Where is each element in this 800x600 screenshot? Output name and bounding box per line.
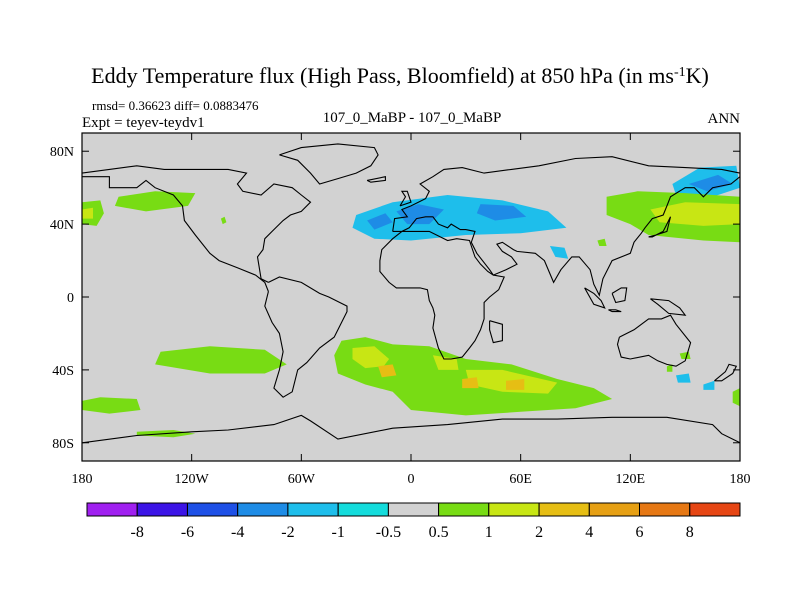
chart-title: Eddy Temperature flux (High Pass, Bloomf… (91, 63, 709, 88)
region-yellow-west-edge (82, 207, 93, 219)
region-blue-core-1 (396, 204, 444, 225)
y-tick-label: 40N (50, 218, 74, 233)
coastline-8 (616, 314, 692, 367)
colorbar: -8 -6 -4 -2 -1 -0.5 0.5 1 2 4 6 8 (86, 502, 741, 541)
colorbar-label: 4 (585, 524, 593, 541)
coastline-1 (264, 276, 348, 398)
coastline-5 (392, 176, 740, 297)
coastline-13 (611, 287, 628, 304)
y-tick-label: 0 (67, 291, 74, 306)
colorbar-swatch (187, 502, 239, 517)
region-blue-arctic (688, 174, 733, 192)
coastline-16 (399, 190, 412, 207)
coastline-7 (489, 320, 503, 344)
region-cyan-south-pacific (676, 373, 691, 383)
colorbar-label: -6 (181, 524, 194, 541)
region-blue-core-3 (367, 213, 393, 230)
region-yellow-south-1 (352, 346, 390, 369)
coastline-9 (714, 363, 738, 382)
colorbar-swatch (287, 502, 339, 517)
expt-label: Expt = teyev-teydv1 (82, 115, 205, 131)
coastline-10 (82, 414, 740, 444)
colorbar-label: 0.5 (429, 524, 449, 541)
region-yellow-north-pacific (650, 202, 740, 226)
colorbar-label: -2 (281, 524, 294, 541)
colorbar-swatch (86, 502, 138, 517)
colorbar-label: -8 (131, 524, 144, 541)
coastline-3 (279, 143, 379, 185)
x-tick-label: 120W (175, 472, 210, 487)
region-orange-south-1 (378, 364, 397, 378)
colorbar-label: -4 (231, 524, 244, 541)
colorbar-swatch (538, 502, 590, 517)
region-green-south-sw (82, 397, 141, 414)
colorbar-swatch (689, 502, 741, 517)
colorbar-swatch (438, 502, 490, 517)
coastline-0 (82, 176, 269, 292)
region-cyan-south-small (703, 380, 715, 390)
coastline-layer (82, 143, 740, 444)
season-label: ANN (708, 111, 741, 127)
colorbar-label: 2 (535, 524, 543, 541)
colorbar-swatch (136, 502, 188, 517)
region-green-south-pacific (155, 346, 287, 374)
coastline-14 (650, 298, 687, 316)
colorbar-label: 1 (485, 524, 493, 541)
colorbar-swatch (639, 502, 691, 517)
x-tick-label: 60W (288, 472, 316, 487)
colorbar-swatch (337, 502, 389, 517)
region-orange-south-3 (506, 379, 525, 390)
colorbar-label: 8 (686, 524, 694, 541)
axis-ticks: 180 120W 60W 0 60E 120E 180 80N 40N 0 40S 80S (50, 133, 751, 487)
colorbar-swatch (488, 502, 540, 517)
region-orange-south-2 (462, 377, 479, 389)
colorbar-swatch (387, 502, 440, 517)
region-green-small-n (220, 216, 227, 225)
coastline-11 (584, 287, 606, 309)
x-tick-label: 120E (616, 472, 646, 487)
x-tick-label: 0 (408, 472, 415, 487)
x-tick-label: 180 (730, 472, 751, 487)
colorbar-label: 6 (636, 524, 644, 541)
region-cyan-east-asia (549, 246, 569, 259)
coastline-6 (379, 230, 505, 360)
y-tick-label: 80S (52, 437, 74, 452)
region-green-small-ne (597, 238, 607, 246)
coastline-2 (82, 165, 312, 283)
x-tick-label: 60E (509, 472, 532, 487)
stats-label: rmsd= 0.36623 diff= 0.0883476 (92, 98, 259, 113)
y-tick-label: 40S (52, 364, 74, 379)
colorbar-swatch (588, 502, 640, 517)
coastline-15 (648, 216, 672, 238)
plot-background (82, 133, 740, 461)
region-blue-core-2 (476, 204, 527, 221)
y-tick-label: 80N (50, 145, 74, 160)
center-label: 107_0_MaBP - 107_0_MaBP (323, 110, 502, 126)
coastline-17 (366, 176, 386, 183)
coastline-12 (608, 309, 622, 313)
region-green-south-east (732, 388, 740, 407)
coastline-4 (392, 156, 740, 232)
x-tick-label: 180 (72, 472, 93, 487)
colorbar-label: -1 (332, 524, 345, 541)
colorbar-label: -0.5 (376, 524, 401, 541)
region-green-indian (666, 364, 673, 372)
colorbar-swatch (237, 502, 289, 517)
